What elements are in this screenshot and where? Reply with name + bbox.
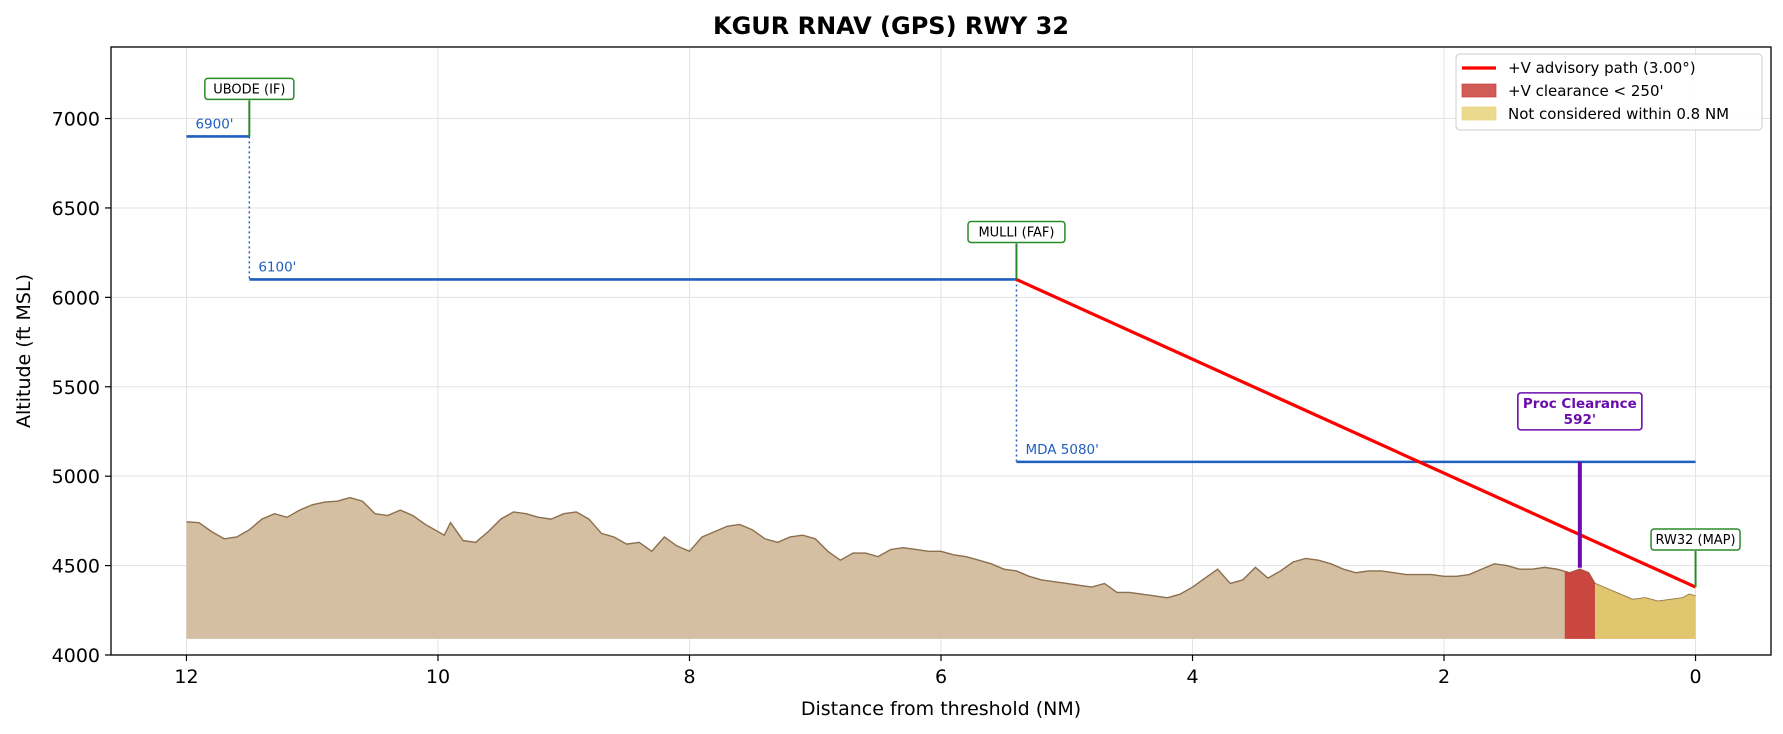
y-tick-label: 4000 xyxy=(52,645,100,667)
clearance-zones xyxy=(1564,569,1696,639)
legend-swatch-patch xyxy=(1461,83,1497,98)
x-tick-label: 2 xyxy=(1438,666,1450,688)
legend-label: Not considered within 0.8 NM xyxy=(1508,105,1729,123)
advisory-path xyxy=(1015,278,1697,589)
x-tick-label: 10 xyxy=(426,666,450,688)
step-altitude-label: MDA 5080' xyxy=(1025,442,1098,458)
y-tick-label: 6500 xyxy=(52,198,100,220)
legend-frame xyxy=(1455,53,1763,131)
proc-clearance-value: 592' xyxy=(1564,412,1596,428)
terrain xyxy=(186,496,1696,639)
legend-swatch-patch xyxy=(1461,106,1497,121)
legend: +V advisory path (3.00°) +V clearance < 2… xyxy=(1455,53,1763,131)
x-tick-label: 8 xyxy=(683,666,695,688)
y-axis-label: Altitude (ft MSL) xyxy=(13,274,35,428)
y-tick-label: 4500 xyxy=(52,556,100,578)
axis-ticks: 12 10 8 6 4 2 0 4000 4500 5000 5500 6000 6500 7000 xyxy=(52,109,1702,688)
fix-box xyxy=(204,77,295,101)
step-altitude-label: 6100' xyxy=(258,259,296,275)
advisory-path-line xyxy=(1015,278,1697,589)
y-tick-label: 5000 xyxy=(52,466,100,488)
fix-box xyxy=(967,220,1066,244)
x-tick-label: 4 xyxy=(1186,666,1198,688)
y-tick-label: 6000 xyxy=(52,287,100,309)
fix-label: UBODE (IF) xyxy=(213,82,285,97)
y-tick-label: 5500 xyxy=(52,377,100,399)
low-clearance-zone xyxy=(1564,569,1595,639)
fix-box xyxy=(1650,528,1741,551)
x-tick-label: 0 xyxy=(1689,666,1701,688)
y-tick-label: 7000 xyxy=(52,109,100,131)
step-altitude-label: 6900' xyxy=(195,116,233,132)
legend-label: +V clearance < 250' xyxy=(1508,82,1664,100)
x-tick-label: 6 xyxy=(935,666,947,688)
proc-clearance-title: Proc Clearance xyxy=(1523,396,1637,412)
legend-label: +V advisory path (3.00°) xyxy=(1508,59,1696,77)
x-axis-label: Distance from threshold (NM) xyxy=(801,698,1081,720)
fix-label: RW32 (MAP) xyxy=(1655,533,1735,548)
step-down-altitudes: 6900' 6100' MDA 5080' xyxy=(186,116,1696,464)
chart-title: KGUR RNAV (GPS) RWY 32 xyxy=(713,12,1069,40)
fix-label: MULLI (FAF) xyxy=(978,225,1054,240)
proc-clearance-box xyxy=(1517,392,1643,431)
terrain-outline xyxy=(186,496,1696,603)
x-tick-label: 12 xyxy=(174,666,198,688)
terrain-area xyxy=(186,497,1696,639)
fix-markers: UBODE (IF) MULLI (FAF) RW32 (MAP) xyxy=(204,77,1741,588)
not-considered-zone xyxy=(1594,583,1696,639)
